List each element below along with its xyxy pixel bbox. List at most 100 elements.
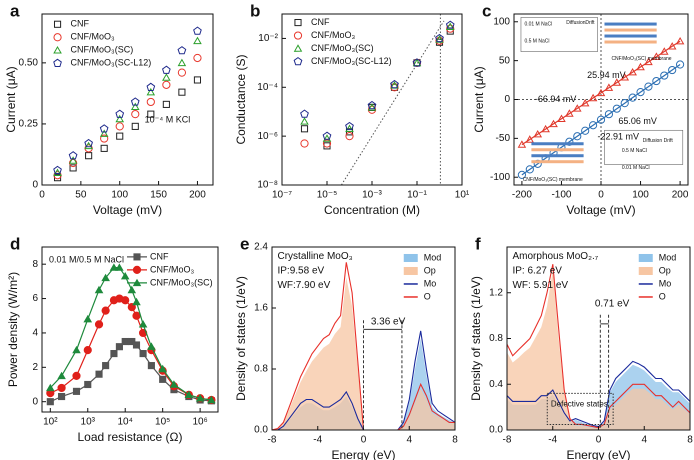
marker	[130, 102, 140, 110]
marker	[580, 98, 590, 107]
inset	[604, 129, 684, 165]
marker	[435, 33, 444, 43]
x-tick-label: 10³	[81, 417, 96, 428]
marker	[207, 395, 216, 404]
marker	[412, 58, 422, 67]
marker	[83, 314, 93, 323]
marker	[293, 56, 303, 66]
marker	[127, 303, 136, 312]
marker	[557, 114, 566, 122]
annotation: Defective states	[551, 399, 608, 408]
marker	[121, 296, 130, 305]
annotation: Drift	[664, 138, 674, 144]
y-tick-label: 100	[493, 16, 510, 27]
marker	[300, 117, 309, 125]
marker	[177, 58, 187, 67]
marker	[435, 35, 444, 43]
marker	[131, 110, 140, 119]
marker	[177, 68, 187, 77]
annotation: Diffusion	[643, 138, 663, 144]
marker	[58, 392, 66, 401]
marker	[644, 57, 653, 66]
marker	[102, 362, 110, 370]
marker	[53, 168, 62, 176]
marker	[146, 87, 156, 96]
x-tick-label: -8	[503, 435, 512, 446]
legend-swatch	[403, 266, 418, 275]
marker	[46, 398, 54, 406]
y-tick-label: 8	[32, 259, 38, 270]
marker	[667, 42, 677, 50]
marker	[588, 93, 598, 102]
y-axis-label: Density of states (1/eV)	[469, 276, 483, 401]
y-tick-label: 10⁻⁴	[257, 82, 278, 93]
y-axis-label: Current (μA)	[4, 66, 18, 132]
x-tick-label: 100	[111, 190, 128, 201]
panel: f -8 -4 0 4 8 0.0 0.4 0.8 1.2 Energy (eV) Density o…	[469, 234, 693, 460]
y-tick-label: 2.4	[254, 242, 268, 253]
marker	[72, 345, 81, 354]
y-tick-label: 0.50	[19, 57, 39, 68]
marker	[445, 22, 455, 30]
marker	[195, 393, 205, 402]
y-tick-label: -100	[490, 172, 510, 183]
marker	[46, 383, 55, 392]
marker	[100, 144, 108, 152]
panel: e -8 -4 0 4 8 0.0 0.8 1.6 2.4 Energy (eV) Density o…	[234, 234, 458, 460]
x-tick-label: 10¹	[455, 190, 470, 201]
y-axis-label: Conductance (S)	[234, 54, 248, 144]
marker	[573, 132, 582, 141]
marker	[115, 109, 125, 118]
panel: d 10² 10³ 10⁴ 10⁵ 10⁶ 0 2 4 6 8 Load resistance (Ω)…	[6, 234, 219, 444]
legend-label: Op	[424, 265, 436, 275]
y-tick-label: 0.0	[489, 425, 503, 436]
y-axis-label: Density of states (1/eV)	[234, 276, 248, 401]
legend-label: O	[424, 291, 431, 301]
marker	[162, 100, 170, 108]
marker	[636, 62, 645, 71]
marker	[146, 97, 155, 107]
marker	[57, 371, 66, 380]
x-tick-label: -4	[313, 435, 322, 446]
marker	[158, 364, 167, 373]
y-tick-label: -50	[496, 133, 511, 144]
x-tick-label: 0	[596, 435, 602, 446]
legend-swatch	[403, 253, 418, 262]
marker	[99, 129, 109, 137]
marker	[53, 165, 62, 174]
annotation: 0.01 M NaCl	[524, 22, 552, 28]
annotation: Drift	[585, 20, 595, 26]
annotation: -66.94 mV	[535, 94, 577, 104]
marker	[84, 138, 93, 148]
legend-label: CNF/MoO₃(SC)	[71, 45, 134, 55]
marker	[132, 278, 142, 287]
y-tick-label: 2	[32, 362, 38, 373]
y-tick-label: 10⁻⁸	[257, 180, 278, 191]
x-axis-label: Voltage (mV)	[93, 203, 162, 217]
marker	[668, 65, 677, 75]
marker	[300, 139, 309, 148]
annotation: CNF/MoO₃(SC) membrane	[523, 177, 583, 183]
annotation: IP:9.58 eV	[277, 265, 324, 276]
marker	[322, 131, 332, 140]
marker	[53, 58, 62, 67]
marker	[659, 47, 669, 55]
marker	[367, 103, 377, 111]
y-tick-label: 0	[32, 396, 38, 407]
series-line	[50, 297, 212, 401]
marker	[193, 26, 202, 35]
annotation: IP: 6.27 eV	[512, 265, 562, 276]
marker	[146, 82, 156, 91]
marker	[99, 124, 109, 133]
marker	[445, 20, 455, 29]
marker	[652, 76, 661, 86]
axes-frame	[513, 13, 689, 186]
x-axis-label: Energy (eV)	[331, 448, 395, 460]
legend-label: CNF/MoO₃(SC)	[311, 43, 374, 53]
marker	[565, 109, 574, 117]
marker	[147, 362, 155, 370]
marker	[581, 126, 590, 135]
marker	[517, 140, 527, 148]
marker	[675, 36, 685, 45]
